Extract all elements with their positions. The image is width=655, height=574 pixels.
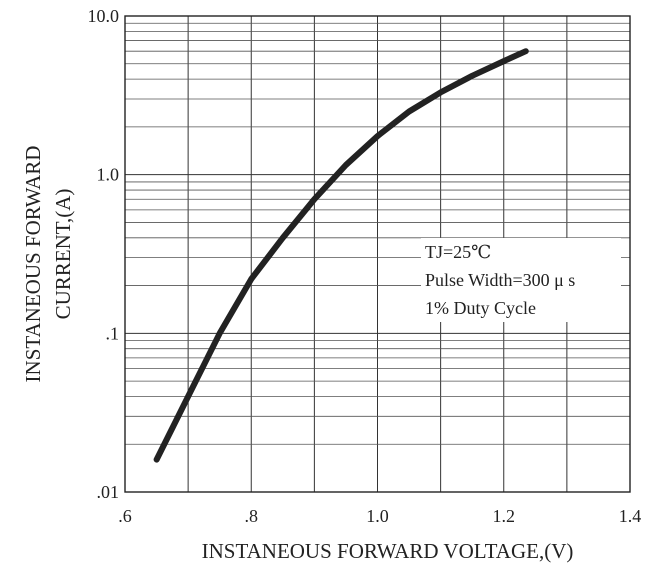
y-tick-label: .01 <box>97 482 120 502</box>
x-tick-label: .6 <box>118 506 132 526</box>
conditions-annotation: TJ=25℃ Pulse Width=300 μ s 1% Duty Cycle <box>421 238 621 322</box>
y-axis-title-line-2: CURRENT,(A) <box>51 189 75 320</box>
curve-layer <box>153 48 529 463</box>
x-tick-labels: .6 .8 1.0 1.2 1.4 <box>118 506 641 526</box>
x-tick-label: .8 <box>245 506 259 526</box>
x-tick-label: 1.2 <box>493 506 516 526</box>
annotation-duty-cycle: 1% Duty Cycle <box>425 298 536 318</box>
y-tick-label: .1 <box>106 323 120 343</box>
y-axis-title: INSTANEOUS FORWARD CURRENT,(A) <box>21 146 75 383</box>
y-tick-label: 1.0 <box>97 165 120 185</box>
x-axis-title: INSTANEOUS FORWARD VOLTAGE,(V) <box>202 539 574 563</box>
annotation-temperature: TJ=25℃ <box>425 242 491 262</box>
plot-frame <box>124 15 631 493</box>
y-tick-label: 10.0 <box>88 6 120 26</box>
x-tick-label: 1.4 <box>619 506 642 526</box>
annotation-background <box>421 238 621 322</box>
forward-current-curve <box>153 48 529 463</box>
x-tick-label: 1.0 <box>366 506 389 526</box>
y-axis-title-line-1: INSTANEOUS FORWARD <box>21 146 45 383</box>
y-tick-labels: .01 .1 1.0 10.0 <box>88 6 120 502</box>
annotation-pulse-width: Pulse Width=300 μ s <box>425 270 575 290</box>
